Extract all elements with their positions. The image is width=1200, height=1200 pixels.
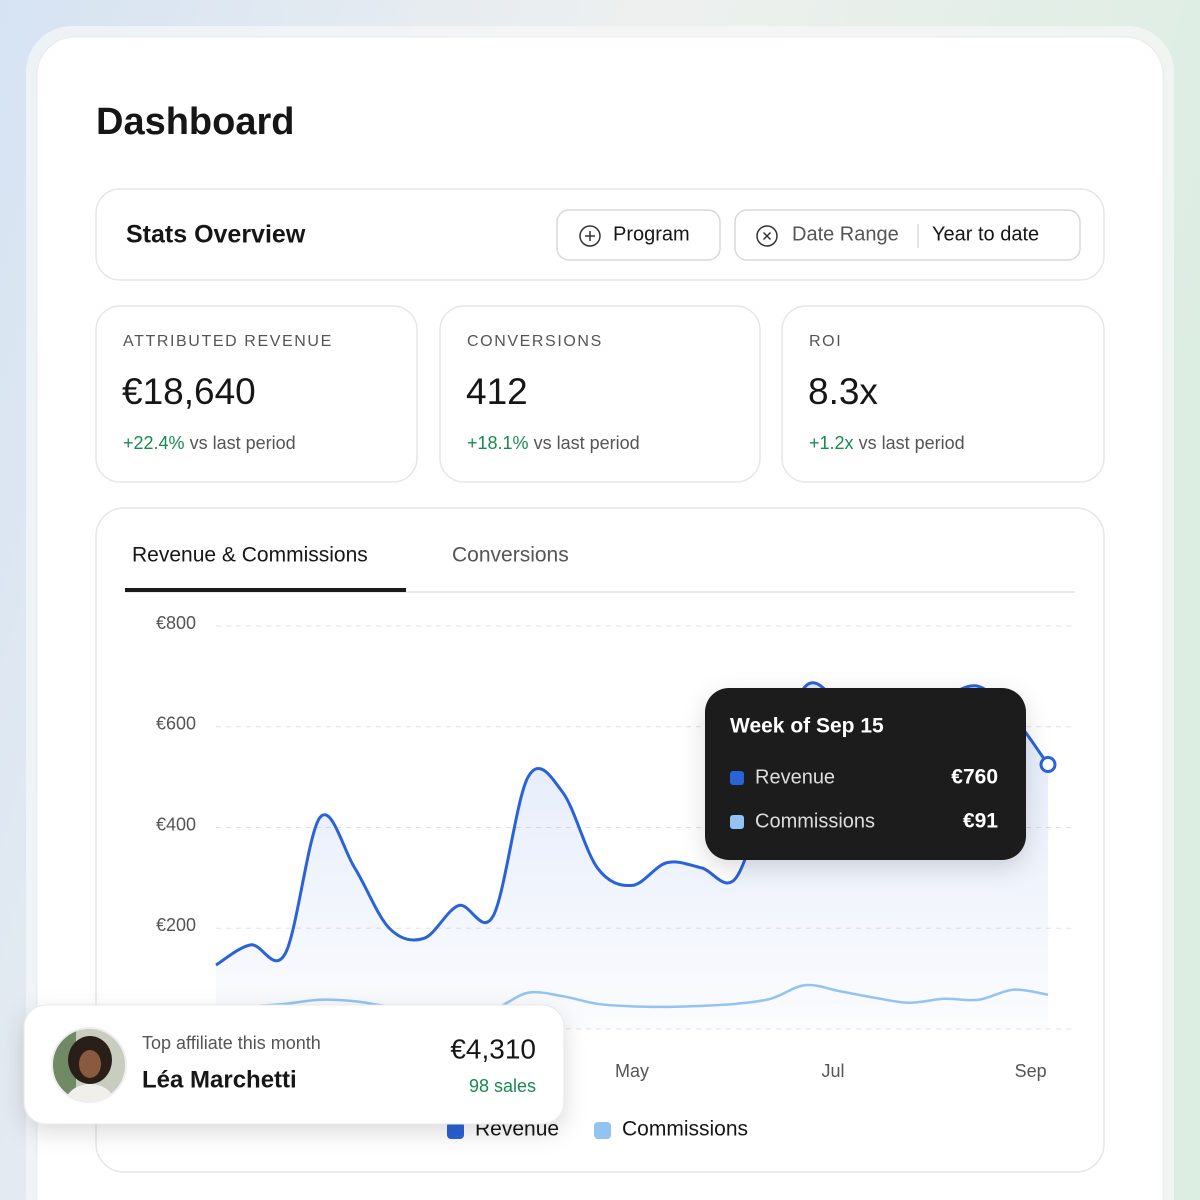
kpi-label: CONVERSIONS — [467, 333, 603, 350]
plus-icon — [579, 225, 601, 247]
filter-label[interactable]: Date Range — [792, 223, 899, 245]
affiliate-amount: €4,310 — [450, 1033, 536, 1064]
y-tick-label: €200 — [156, 915, 196, 935]
change-note: vs last period — [534, 433, 640, 453]
tooltip-title: Week of Sep 15 — [730, 715, 884, 738]
affiliate-name: Léa Marchetti — [142, 1066, 297, 1093]
y-tick-label: €800 — [156, 613, 196, 633]
kpi-card — [95, 305, 418, 483]
kpi-value: 412 — [466, 371, 528, 412]
page-title: Dashboard — [96, 101, 294, 143]
top-affiliate-card: Top affiliate this month Léa Marchetti €… — [23, 1004, 565, 1125]
program-filter[interactable]: Program — [556, 209, 721, 261]
tooltip-label: Commissions — [755, 810, 875, 832]
tab-active[interactable]: Revenue & Commissions — [132, 544, 368, 567]
avatar — [52, 1028, 126, 1102]
tooltip — [705, 688, 1026, 860]
tab-indicator — [125, 588, 406, 592]
clear-icon — [762, 231, 772, 241]
x-tick-label: May — [615, 1061, 649, 1081]
caption: Top affiliate this month — [142, 1033, 321, 1053]
avatar-ring — [51, 1027, 127, 1103]
change-value: +18.1% — [467, 433, 529, 453]
filter-value[interactable]: Year to date — [932, 223, 1039, 245]
tooltip-box — [705, 688, 1026, 860]
change-value: +22.4% — [123, 433, 185, 453]
button[interactable] — [556, 209, 721, 261]
tooltip-swatch — [730, 771, 744, 785]
change-note: vs last period — [859, 433, 965, 453]
tooltip-label: Revenue — [755, 766, 835, 788]
tab[interactable]: Conversions — [452, 544, 569, 567]
x-tick-label: Sep — [1015, 1061, 1047, 1081]
kpi-card — [781, 305, 1105, 483]
kpi-value: 8.3x — [808, 371, 878, 412]
series-line — [215, 983, 1049, 1011]
kpi-change: +22.4% vs last period — [123, 433, 296, 453]
end-marker — [1039, 756, 1057, 774]
x-tick-label: Jul — [822, 1061, 845, 1081]
button-label[interactable]: Program — [613, 223, 690, 245]
kpi-label: ATTRIBUTED REVENUE — [123, 333, 333, 350]
kpi-change: +1.2x vs last period — [809, 433, 965, 453]
kpi-row: ATTRIBUTED REVENUE €18,640 +22.4% vs last … — [95, 305, 1105, 483]
date-range-filter[interactable]: Date Range Year to date — [734, 209, 1081, 261]
tooltip-swatch — [730, 815, 744, 829]
avatar-body — [64, 1084, 116, 1102]
kpi-card — [439, 305, 761, 483]
clear-icon — [756, 225, 778, 247]
change-value: +1.2x — [809, 433, 854, 453]
y-tick-label: €600 — [156, 714, 196, 734]
change-note: vs last period — [190, 433, 296, 453]
affiliate-sales: 98 sales — [469, 1076, 536, 1096]
kpi-change: +18.1% vs last period — [467, 433, 640, 453]
legend-swatch — [447, 1122, 464, 1139]
tooltip-value: €760 — [951, 766, 998, 789]
button[interactable] — [734, 209, 1081, 261]
kpi-value: €18,640 — [122, 371, 256, 412]
plus-icon — [585, 231, 595, 241]
card — [23, 1004, 565, 1125]
legend-swatch — [594, 1122, 611, 1139]
tooltip-value: €91 — [963, 810, 998, 833]
legend-label: Commissions — [622, 1118, 748, 1141]
kpi-label: ROI — [809, 333, 842, 350]
avatar-face — [79, 1050, 101, 1078]
y-tick-label: €400 — [156, 814, 196, 834]
section-title: Stats Overview — [126, 221, 306, 249]
